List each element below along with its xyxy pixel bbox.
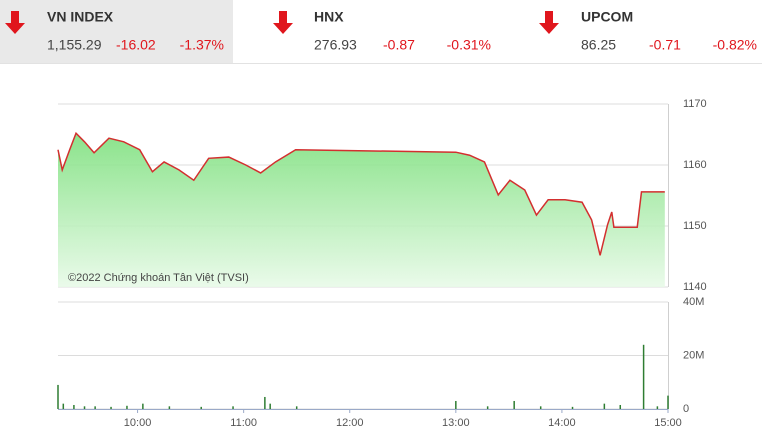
y-tick-label: 40M (683, 296, 704, 308)
volume-bar (264, 396, 266, 409)
y-tick-label: 0 (683, 403, 689, 415)
volume-bar (142, 403, 144, 409)
x-tick-label: 11:00 (230, 417, 257, 429)
volume-bar (57, 384, 59, 409)
index-percent: -1.37% (180, 37, 224, 53)
volume-bar (168, 406, 171, 409)
volume-bar (642, 344, 645, 409)
volume-bar (571, 406, 574, 409)
y-tick-label: 1160 (683, 159, 707, 171)
price-area (58, 133, 665, 287)
y-tick-label: 1140 (683, 281, 707, 293)
volume-bar (486, 406, 489, 409)
index-name: VN INDEX (47, 9, 114, 25)
volume-bar (455, 400, 457, 409)
down-arrow (539, 11, 559, 34)
x-tick-label: 15:00 (654, 417, 682, 429)
y-tick-label: 20M (683, 349, 704, 361)
volume-bar (126, 405, 128, 409)
active-tile[interactable] (0, 0, 233, 63)
x-tick-label: 12:00 (336, 417, 364, 429)
tile[interactable]: VN INDEX 1,155.29 -16.02 -1.37% (5, 9, 224, 53)
volume-bar (603, 403, 606, 409)
index-value: 86.25 (581, 37, 616, 53)
volume-bar (110, 406, 112, 409)
x-tick-label: 14:00 (548, 417, 576, 429)
y-tick-label: 1150 (683, 220, 707, 232)
price-line (57, 131, 665, 256)
down-arrow (273, 11, 293, 34)
y-tick-label: 1170 (683, 98, 707, 110)
index-name: UPCOM (581, 9, 633, 25)
tile[interactable]: HNX 276.93 -0.87 -0.31% (273, 9, 491, 53)
index-value: 1,155.29 (47, 37, 102, 53)
volume-bar (539, 406, 542, 409)
volume-bar (200, 406, 202, 409)
index-percent: -0.82% (713, 37, 757, 53)
volume-bar (667, 395, 669, 409)
volume-bar (232, 406, 234, 409)
index-value: 276.93 (314, 37, 357, 53)
index-change: -16.02 (116, 37, 156, 53)
volume-bar (269, 403, 271, 409)
x-tick-label: 10:00 (124, 417, 152, 429)
tile[interactable]: UPCOM 86.25 -0.71 -0.82% (539, 9, 757, 53)
volume-bar (619, 404, 622, 409)
volume-bar (295, 406, 298, 409)
volume-bar (73, 404, 75, 409)
volume-bar (94, 406, 96, 409)
copyright: ©2022 Chứng khoán Tân Việt (TVSI) (68, 272, 249, 284)
index-change: -0.71 (649, 37, 681, 53)
index-name: HNX (314, 9, 344, 25)
index-percent: -0.31% (447, 37, 491, 53)
volume-bar (656, 406, 659, 409)
volume-bar (83, 406, 86, 409)
down-arrow (5, 11, 25, 34)
x-tick-label: 13:00 (442, 417, 470, 429)
volume-bar (513, 400, 515, 409)
index-change: -0.87 (383, 37, 415, 53)
volume-bar (62, 403, 65, 409)
